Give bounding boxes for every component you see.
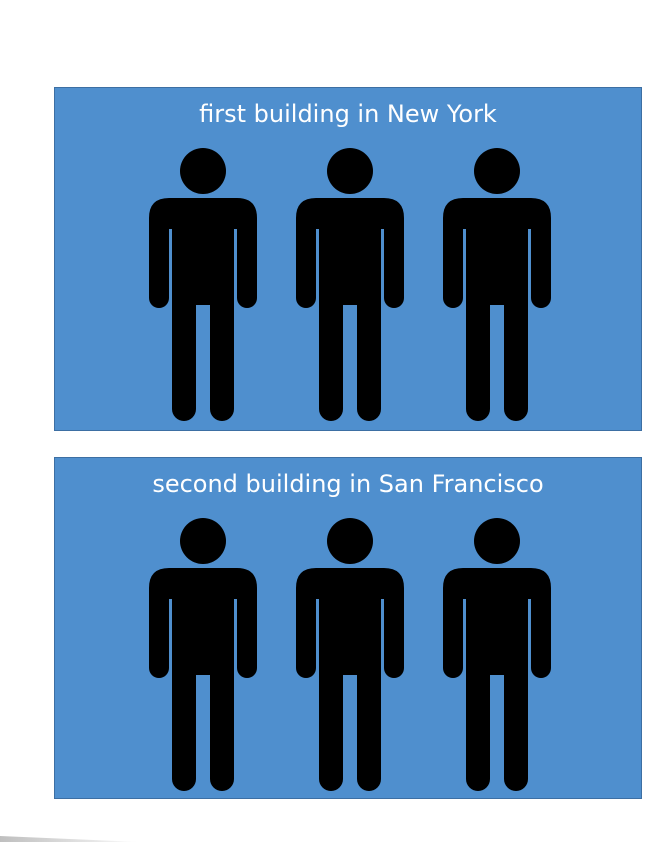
people-group — [149, 517, 551, 791]
person-icon — [443, 517, 551, 791]
building-title: second building in San Francisco — [152, 470, 544, 498]
people-group — [149, 147, 551, 421]
person-icon — [443, 147, 551, 421]
building-title: first building in New York — [199, 100, 497, 128]
person-icon — [296, 147, 404, 421]
person-icon — [296, 517, 404, 791]
page-shadow — [0, 836, 140, 842]
person-icon — [149, 147, 257, 421]
building-panel-new-york: first building in New York — [54, 87, 642, 431]
person-icon — [149, 517, 257, 791]
building-panel-san-francisco: second building in San Francisco — [54, 457, 642, 799]
